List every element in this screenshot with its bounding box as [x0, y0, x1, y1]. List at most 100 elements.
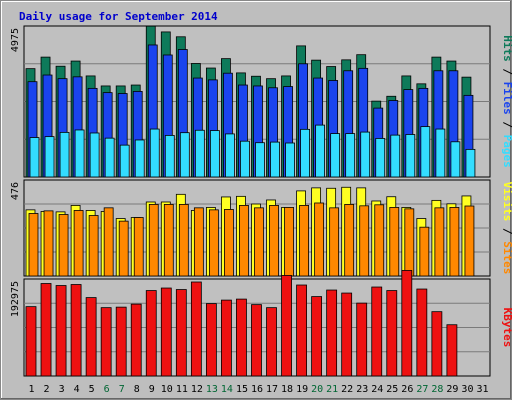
bar-pages-day-6 — [104, 137, 115, 178]
bar-sites-day-17 — [269, 205, 279, 277]
bar-pages-day-23 — [360, 131, 371, 178]
x-tick-day-11: 11 — [176, 384, 188, 395]
bar-sites-day-22 — [344, 204, 355, 277]
bar-sites-day-10 — [163, 204, 174, 277]
bar-sites-day-3 — [58, 214, 69, 277]
bar-sites-day-13 — [208, 209, 219, 277]
x-tick-day-3: 3 — [59, 384, 65, 395]
bar-kbytes-day-6 — [100, 307, 112, 377]
bar-kbytes-day-17 — [266, 307, 277, 377]
bar-kbytes-day-19 — [296, 284, 307, 377]
bar-sites-day-5 — [88, 215, 99, 277]
x-tick-day-17: 17 — [266, 384, 278, 395]
bar-kbytes-day-26 — [401, 270, 413, 377]
bar-pages-day-14 — [225, 133, 235, 178]
bar-pages-day-25 — [390, 134, 401, 178]
bar-kbytes-day-27 — [416, 288, 428, 377]
bar-pages-day-15 — [240, 140, 250, 178]
bar-pages-day-22 — [345, 133, 356, 178]
panel-legend-label: Visits / Sites — [501, 182, 512, 275]
x-tick-day-1: 1 — [29, 384, 35, 395]
bar-kbytes-day-1 — [25, 306, 37, 377]
bar-sites-day-12 — [193, 207, 204, 277]
x-tick-day-25: 25 — [386, 384, 398, 395]
bar-pages-day-3 — [59, 131, 70, 178]
bar-kbytes-day-16 — [251, 304, 262, 377]
bar-sites-day-14 — [224, 209, 234, 277]
x-tick-day-13: 13 — [206, 384, 218, 395]
y-max-label: 4975 — [10, 28, 21, 52]
bar-sites-day-24 — [374, 204, 385, 277]
x-tick-day-8: 8 — [134, 384, 140, 395]
x-tick-day-5: 5 — [89, 384, 95, 395]
panel-visits-sites: 476 Visits / Sites — [10, 179, 512, 277]
x-tick-day-14: 14 — [221, 384, 233, 395]
bar-kbytes-day-11 — [175, 289, 187, 377]
x-tick-day-7: 7 — [119, 384, 125, 395]
x-tick-day-26: 26 — [401, 384, 413, 395]
x-tick-day-22: 22 — [341, 384, 353, 395]
bar-pages-day-18 — [285, 142, 295, 178]
bar-pages-day-20 — [315, 124, 326, 178]
x-tick-day-15: 15 — [236, 384, 248, 395]
bar-kbytes-day-10 — [160, 287, 172, 377]
x-tick-day-10: 10 — [161, 384, 173, 395]
bar-sites-day-20 — [314, 202, 325, 277]
bar-kbytes-day-29 — [446, 324, 458, 377]
x-tick-day-21: 21 — [326, 384, 338, 395]
bar-kbytes-day-7 — [115, 306, 127, 377]
bar-pages-day-16 — [255, 142, 265, 178]
bar-pages-day-28 — [435, 128, 446, 178]
bar-kbytes-day-13 — [205, 303, 217, 377]
legend-part: Files — [501, 82, 512, 115]
bar-kbytes-day-12 — [190, 281, 202, 377]
bar-sites-day-29 — [449, 207, 460, 277]
bar-sites-day-11 — [178, 204, 189, 277]
bar-kbytes-day-22 — [341, 292, 353, 377]
bar-sites-day-21 — [329, 207, 340, 277]
bar-sites-day-26 — [404, 208, 415, 277]
bar-sites-day-23 — [359, 205, 370, 277]
x-tick-day-4: 4 — [74, 384, 80, 395]
bar-kbytes-day-18 — [281, 275, 292, 377]
legend-part: / — [501, 115, 512, 135]
bar-kbytes-day-4 — [70, 284, 82, 377]
bar-pages-day-8 — [134, 139, 145, 178]
bar-kbytes-day-20 — [311, 296, 323, 377]
panel-hits-files-pages: 4975 Hits / Files / Pages — [10, 25, 512, 178]
bar-kbytes-day-9 — [145, 290, 157, 377]
x-tick-day-31: 31 — [476, 384, 488, 395]
panel-kbytes: 192975 KBytes — [10, 270, 512, 377]
bar-pages-day-5 — [89, 132, 100, 178]
bar-kbytes-day-25 — [386, 290, 398, 377]
x-axis-day-labels: 1 2 3 4 5 6 7 8 9 10 11 12 13 14 15 16 17 18 19 20 21 22 23 24 2… — [29, 384, 489, 395]
bar-sites-day-30 — [464, 205, 475, 277]
bar-pages-day-27 — [420, 126, 431, 178]
bar-pages-day-12 — [194, 129, 205, 178]
legend-part: Sites — [501, 241, 512, 274]
bar-kbytes-day-8 — [130, 303, 142, 377]
bar-pages-day-11 — [179, 132, 190, 178]
legend-part: Visits — [501, 182, 512, 222]
x-tick-day-16: 16 — [251, 384, 263, 395]
bar-kbytes-day-2 — [40, 283, 52, 377]
legend-part: Pages — [501, 135, 512, 168]
bar-sites-day-27 — [419, 226, 430, 277]
bar-sites-day-18 — [284, 207, 294, 277]
bar-pages-day-26 — [405, 134, 416, 178]
bar-pages-day-7 — [119, 144, 130, 178]
x-tick-day-27: 27 — [416, 384, 428, 395]
bar-pages-day-19 — [300, 128, 310, 178]
x-tick-day-18: 18 — [281, 384, 293, 395]
x-tick-day-30: 30 — [461, 384, 473, 395]
bar-kbytes-day-5 — [85, 297, 97, 377]
x-tick-day-19: 19 — [296, 384, 308, 395]
x-tick-day-23: 23 — [356, 384, 368, 395]
bar-sites-day-9 — [148, 204, 159, 277]
bar-sites-day-28 — [434, 207, 445, 277]
bar-pages-day-21 — [330, 133, 341, 178]
bar-pages-day-10 — [164, 135, 175, 178]
x-tick-day-12: 12 — [191, 384, 203, 395]
bar-pages-day-9 — [149, 128, 160, 178]
